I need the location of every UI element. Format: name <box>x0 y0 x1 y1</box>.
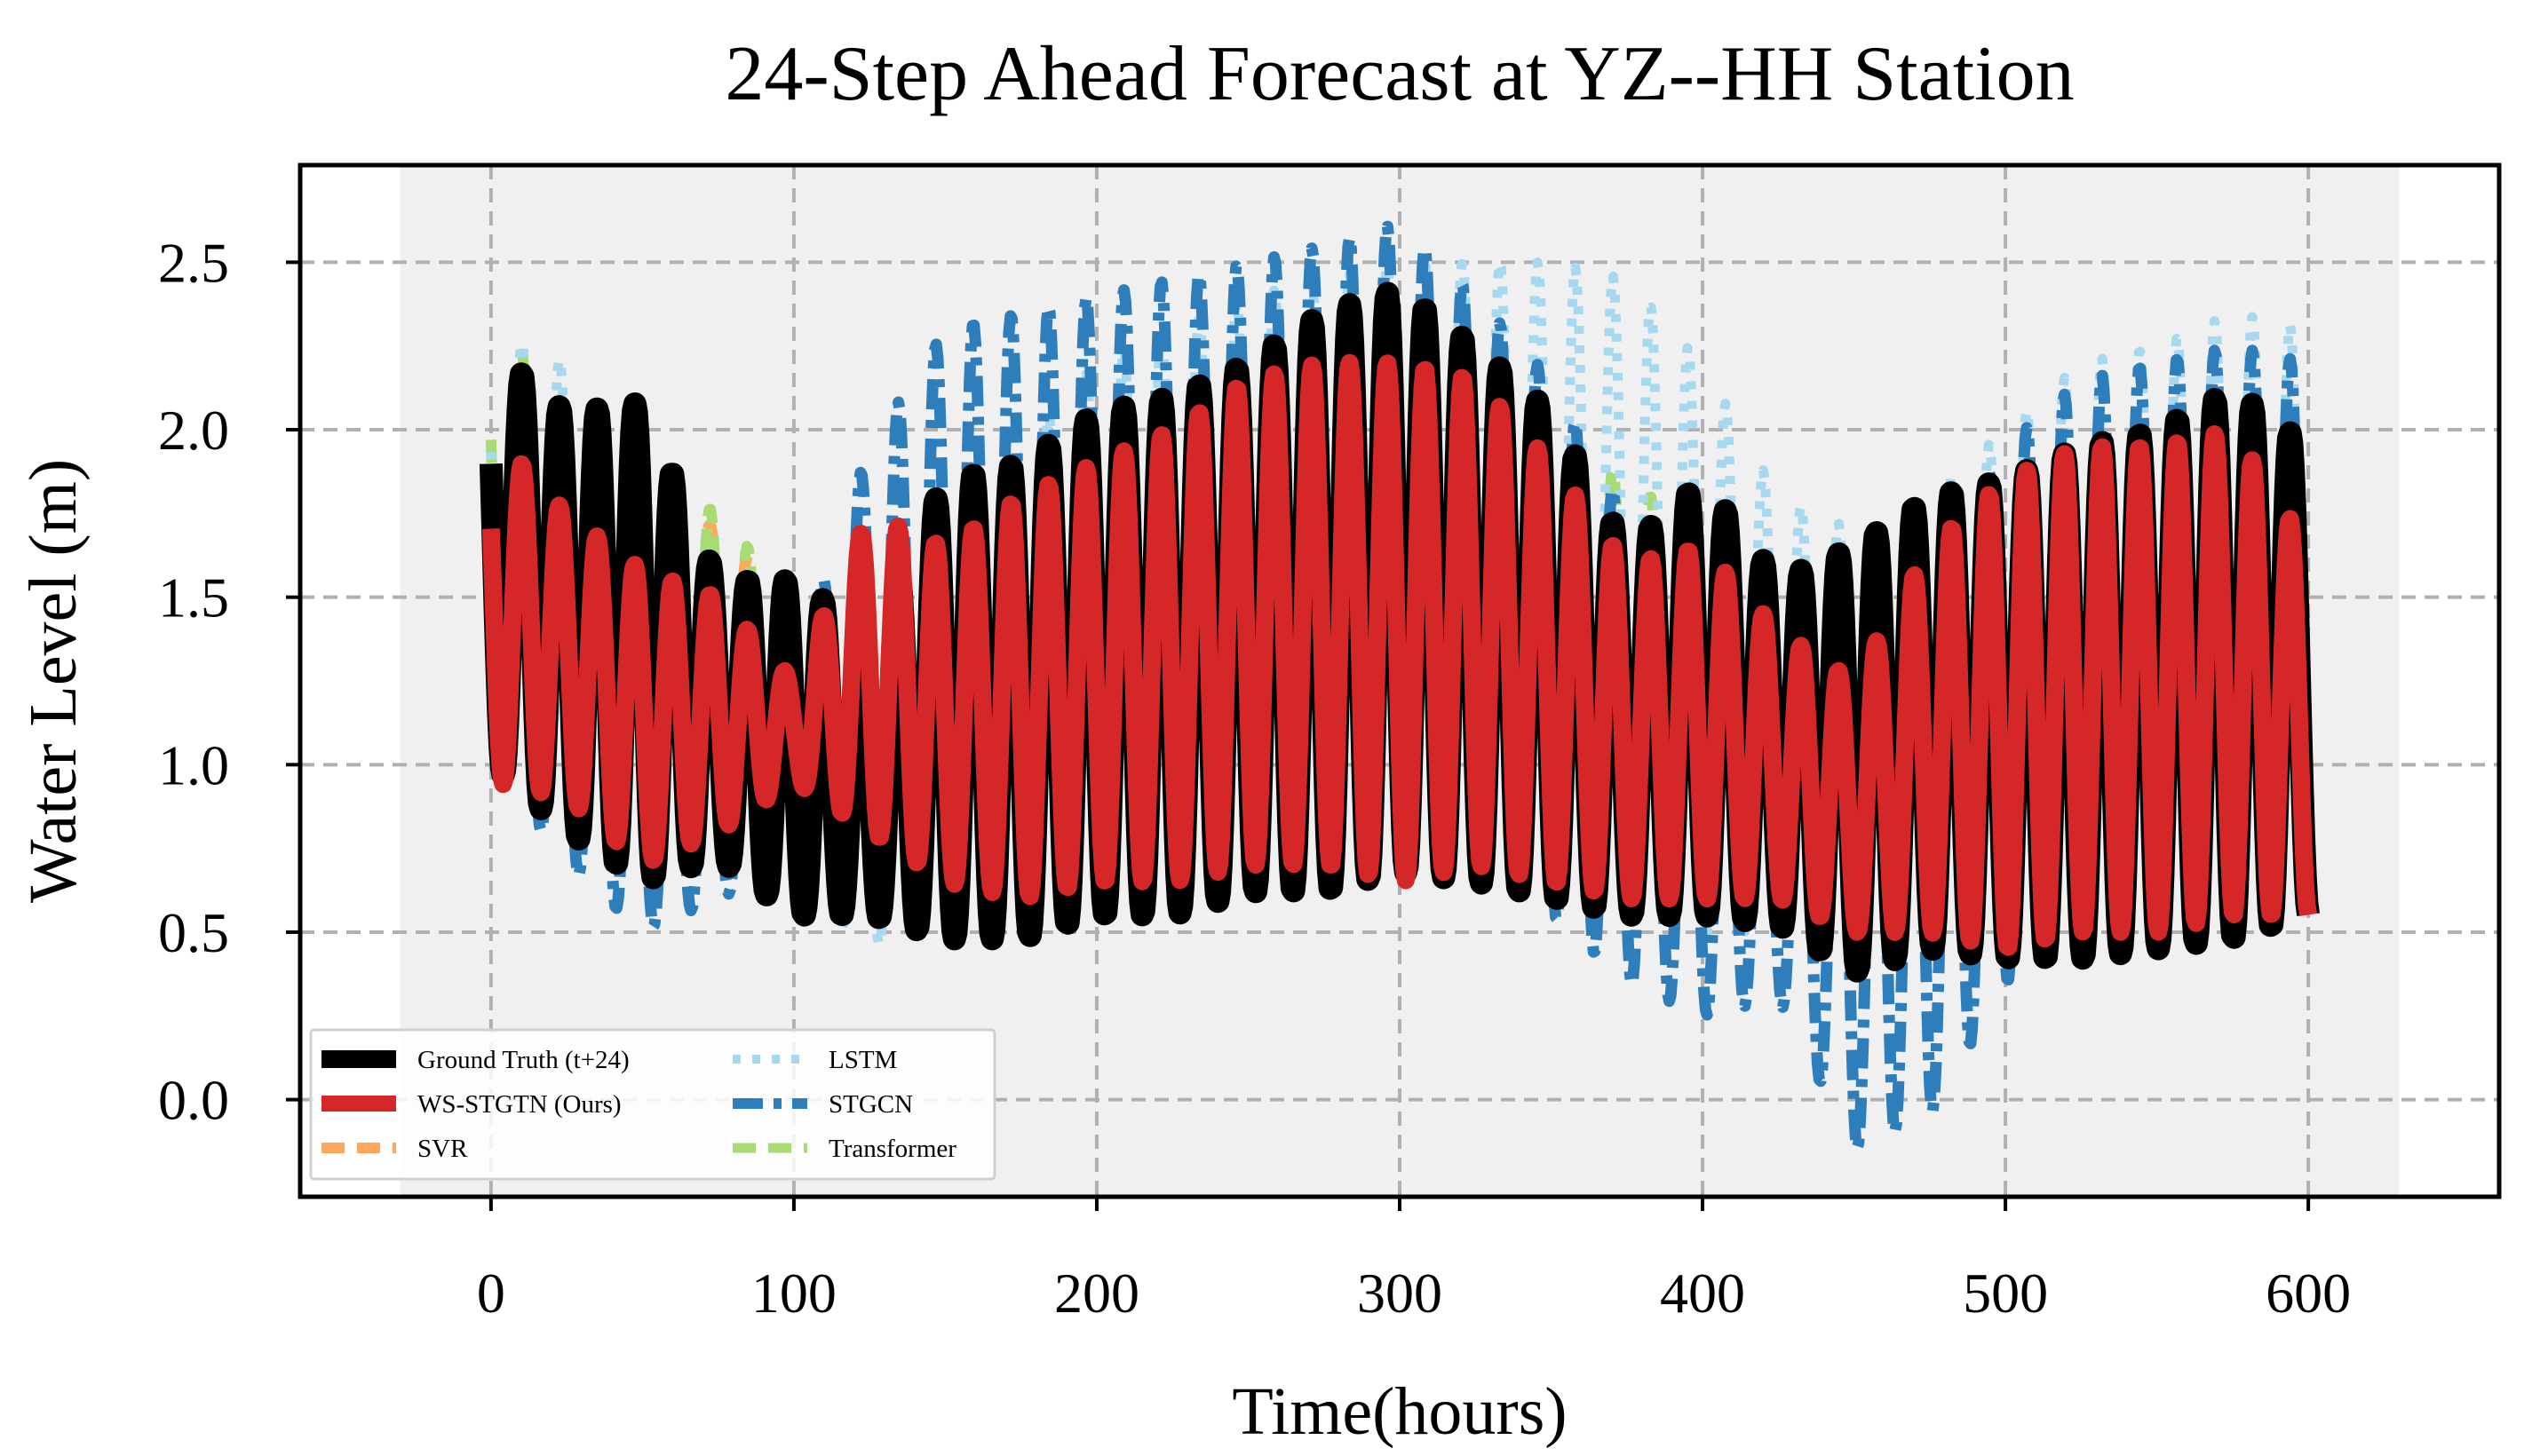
legend-label-3: LSTM <box>829 1046 897 1074</box>
legend-label-5: Transformer <box>829 1135 956 1163</box>
y-tick-label-5: 2.5 <box>158 231 229 294</box>
axis-ticks: 0 100 200 300 400 500 600 0.0 0.5 1.0 1.5 2.0 2.5 <box>158 231 2351 1325</box>
x-tick-label-0: 0 <box>477 1262 505 1325</box>
legend: Ground Truth (t+24) WS-STGTN (Ours) SVR LST… <box>309 1028 996 1181</box>
y-tick-label-1: 0.5 <box>158 901 229 964</box>
legend-label-2: SVR <box>417 1135 468 1163</box>
legend-box <box>309 1028 996 1181</box>
legend-label-4: STGCN <box>829 1090 913 1119</box>
y-tick-label-4: 2.0 <box>158 399 229 462</box>
y-axis-label: Water Level (m) <box>16 459 91 903</box>
legend-label-0: Ground Truth (t+24) <box>417 1046 630 1074</box>
x-tick-label-3: 300 <box>1357 1262 1442 1325</box>
x-axis-label: Time(hours) <box>1232 1374 1567 1449</box>
x-tick-label-6: 600 <box>2266 1262 2351 1325</box>
x-tick-label-1: 100 <box>751 1262 837 1325</box>
series-line-ws-stgtn-ours <box>481 353 2317 956</box>
chart-title: 24-Step Ahead Forecast at YZ--HH Station <box>725 31 2074 117</box>
x-tick-label-5: 500 <box>1963 1262 2048 1325</box>
y-tick-label-3: 1.5 <box>158 566 229 629</box>
y-tick-label-0: 0.0 <box>158 1069 229 1132</box>
legend-label-1: WS-STGTN (Ours) <box>417 1090 622 1119</box>
y-tick-label-2: 1.0 <box>158 733 229 796</box>
x-tick-label-2: 200 <box>1054 1262 1139 1325</box>
x-tick-label-4: 400 <box>1660 1262 1745 1325</box>
series-lines <box>479 220 2320 1154</box>
